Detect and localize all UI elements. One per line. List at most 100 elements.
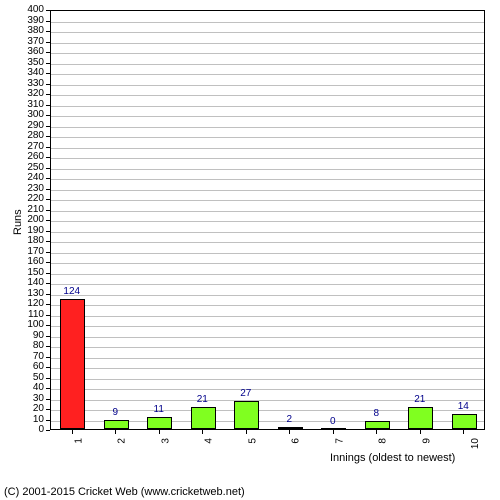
x-tick-label: 7 xyxy=(334,438,345,444)
y-tick-mark xyxy=(46,42,50,43)
bar-value-label: 9 xyxy=(112,407,118,418)
y-tick-mark xyxy=(46,325,50,326)
gridline xyxy=(51,337,484,338)
y-tick-label: 210 xyxy=(14,204,44,215)
bar xyxy=(104,420,129,429)
gridline xyxy=(51,148,484,149)
y-tick-mark xyxy=(46,199,50,200)
bar xyxy=(60,299,85,429)
y-tick-mark xyxy=(46,378,50,379)
y-tick-label: 90 xyxy=(14,330,44,341)
y-tick-mark xyxy=(46,105,50,106)
gridline xyxy=(51,106,484,107)
y-tick-label: 50 xyxy=(14,372,44,383)
y-tick-label: 290 xyxy=(14,120,44,131)
y-tick-mark xyxy=(46,420,50,421)
gridline xyxy=(51,127,484,128)
bar xyxy=(278,427,303,429)
gridline xyxy=(51,284,484,285)
y-tick-label: 150 xyxy=(14,267,44,278)
y-tick-label: 390 xyxy=(14,15,44,26)
gridline xyxy=(51,64,484,65)
gridline xyxy=(51,263,484,264)
copyright-text: (C) 2001-2015 Cricket Web (www.cricketwe… xyxy=(4,486,245,498)
bar-value-label: 27 xyxy=(240,388,251,399)
y-tick-mark xyxy=(46,357,50,358)
gridline xyxy=(51,116,484,117)
y-tick-mark xyxy=(46,262,50,263)
gridline xyxy=(51,316,484,317)
y-tick-label: 160 xyxy=(14,256,44,267)
y-tick-mark xyxy=(46,346,50,347)
gridline xyxy=(51,358,484,359)
x-tick-label: 1 xyxy=(73,438,84,444)
y-tick-label: 130 xyxy=(14,288,44,299)
bar xyxy=(234,401,259,429)
gridline xyxy=(51,85,484,86)
y-tick-label: 30 xyxy=(14,393,44,404)
y-tick-mark xyxy=(46,315,50,316)
y-tick-label: 20 xyxy=(14,403,44,414)
gridline xyxy=(51,158,484,159)
y-tick-mark xyxy=(46,10,50,11)
gridline xyxy=(51,221,484,222)
y-tick-label: 70 xyxy=(14,351,44,362)
gridline xyxy=(51,32,484,33)
bar xyxy=(321,428,346,429)
y-tick-label: 400 xyxy=(14,4,44,15)
y-tick-label: 310 xyxy=(14,99,44,110)
y-tick-label: 170 xyxy=(14,246,44,257)
x-tick-label: 3 xyxy=(160,438,171,444)
bar-value-label: 11 xyxy=(154,404,164,415)
y-tick-label: 190 xyxy=(14,225,44,236)
y-tick-mark xyxy=(46,294,50,295)
y-tick-mark xyxy=(46,210,50,211)
y-tick-mark xyxy=(46,241,50,242)
y-tick-label: 280 xyxy=(14,130,44,141)
y-tick-mark xyxy=(46,283,50,284)
x-tick-mark xyxy=(115,430,116,434)
y-tick-label: 60 xyxy=(14,361,44,372)
x-tick-label: 8 xyxy=(378,438,389,444)
y-tick-mark xyxy=(46,157,50,158)
bar-value-label: 2 xyxy=(286,414,292,425)
gridline xyxy=(51,253,484,254)
bar xyxy=(365,421,390,429)
y-tick-label: 300 xyxy=(14,109,44,120)
bar-value-label: 21 xyxy=(197,394,208,405)
y-tick-mark xyxy=(46,304,50,305)
y-tick-mark xyxy=(46,399,50,400)
y-tick-label: 80 xyxy=(14,340,44,351)
y-tick-label: 330 xyxy=(14,78,44,89)
y-tick-label: 180 xyxy=(14,235,44,246)
y-tick-label: 0 xyxy=(14,424,44,435)
gridline xyxy=(51,305,484,306)
gridline xyxy=(51,232,484,233)
x-tick-mark xyxy=(246,430,247,434)
gridline xyxy=(51,379,484,380)
x-tick-mark xyxy=(420,430,421,434)
bar-value-label: 124 xyxy=(63,286,80,297)
bar-value-label: 0 xyxy=(330,416,336,427)
y-tick-mark xyxy=(46,430,50,431)
y-tick-label: 370 xyxy=(14,36,44,47)
y-tick-mark xyxy=(46,136,50,137)
x-tick-mark xyxy=(376,430,377,434)
x-tick-label: 10 xyxy=(470,438,481,449)
gridline xyxy=(51,74,484,75)
y-tick-mark xyxy=(46,388,50,389)
x-tick-mark xyxy=(463,430,464,434)
y-tick-label: 270 xyxy=(14,141,44,152)
y-tick-mark xyxy=(46,115,50,116)
y-tick-mark xyxy=(46,52,50,53)
chart-container: Runs Innings (oldest to newest) (C) 2001… xyxy=(0,0,500,500)
x-tick-mark xyxy=(333,430,334,434)
gridline xyxy=(51,389,484,390)
y-tick-mark xyxy=(46,189,50,190)
gridline xyxy=(51,53,484,54)
y-tick-mark xyxy=(46,252,50,253)
y-tick-label: 140 xyxy=(14,277,44,288)
gridline xyxy=(51,347,484,348)
y-tick-label: 40 xyxy=(14,382,44,393)
gridline xyxy=(51,326,484,327)
